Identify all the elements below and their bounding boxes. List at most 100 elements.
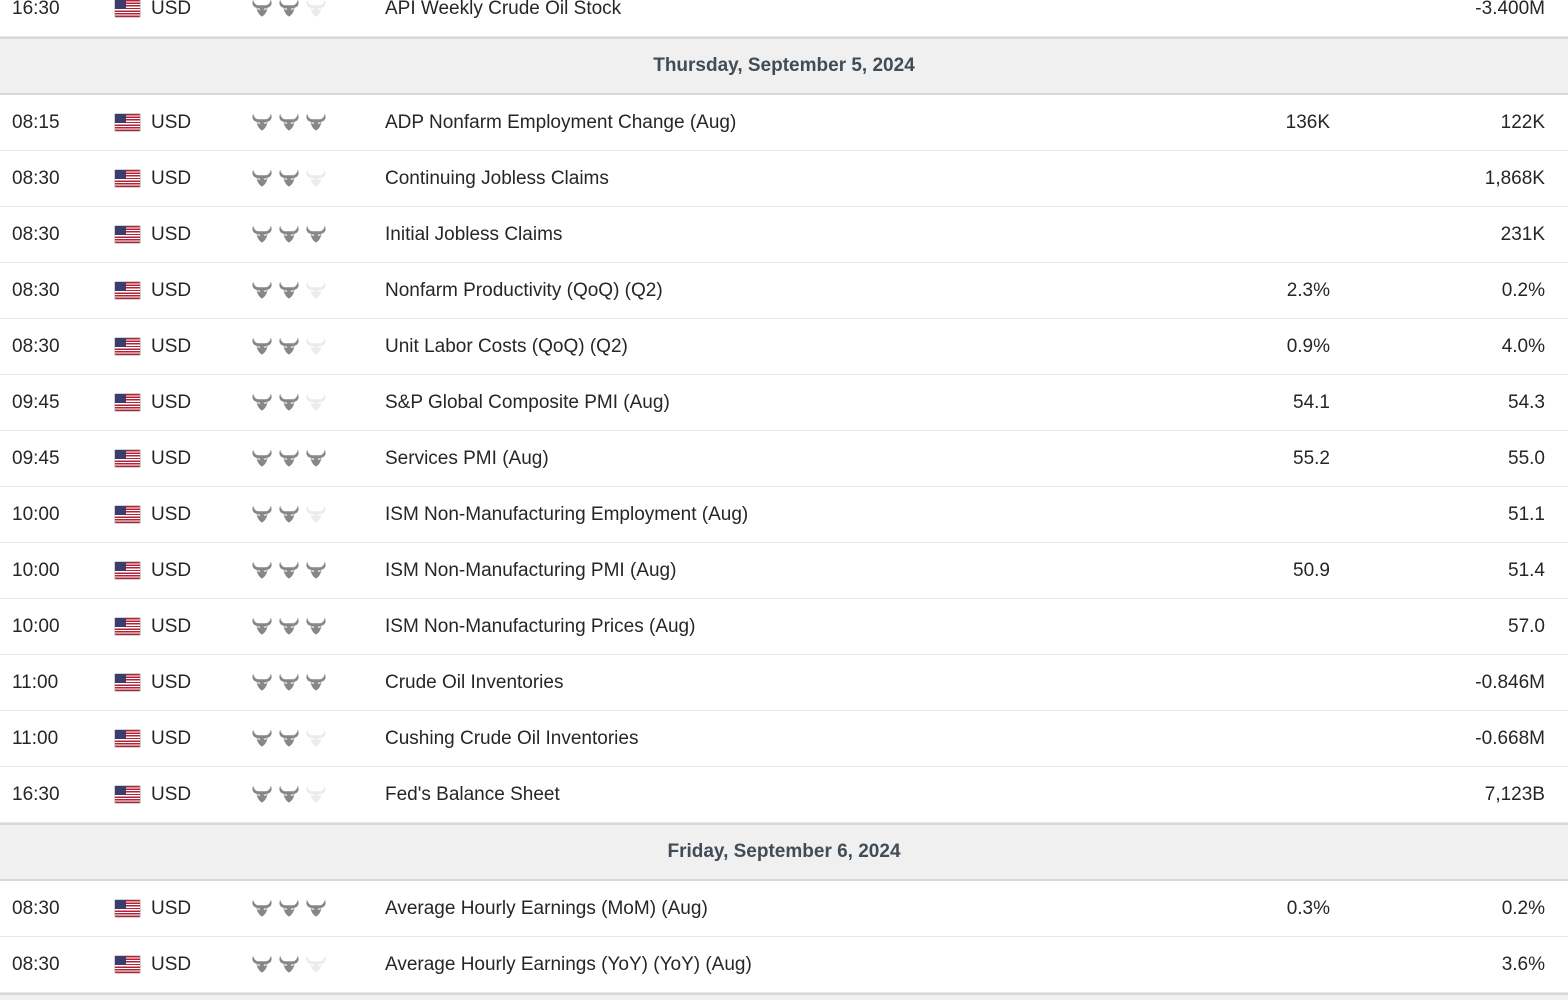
event-name[interactable]: Services PMI (Aug) [385,447,549,469]
event-time: 11:00 [12,671,59,693]
flag-canton [115,0,126,10]
bull-icon [252,561,272,579]
bull-icon [252,337,272,355]
table-row[interactable]: 11:00 USD Crude Oil Inventories -0.846M [0,655,1568,711]
importance-rating [250,617,385,637]
previous-value: 7,123B [1484,783,1545,805]
event-name[interactable]: Continuing Jobless Claims [385,167,609,189]
event-name[interactable]: API Weekly Crude Oil Stock [385,0,622,19]
bull-icon [252,505,272,523]
bull-icon [279,393,299,411]
event-name[interactable]: Cushing Crude Oil Inventories [385,727,639,749]
bull-icon [306,449,326,467]
currency-cell: USD [115,336,250,358]
event-time: 08:30 [12,335,60,357]
event-name[interactable]: ISM Non-Manufacturing PMI (Aug) [385,559,677,581]
previous-value: 122K [1500,111,1545,133]
table-row[interactable]: 10:00 USD ISM Non-Manufacturing Employme… [0,487,1568,543]
us-flag-icon [115,786,140,803]
table-row[interactable]: 09:45 USD Services PMI (Aug) 55.2 55.0 [0,431,1568,487]
table-row[interactable]: 08:30 USD Average Hourly Earnings (YoY) … [0,937,1568,993]
importance-rating [250,0,385,19]
currency-label: USD [151,0,192,19]
bull-icon [279,281,299,299]
previous-value: 1,868K [1484,167,1545,189]
event-time: 08:30 [12,167,60,189]
table-row[interactable]: 10:00 USD ISM Non-Manufacturing PMI (Aug… [0,543,1568,599]
bull-icon [306,337,326,355]
event-name[interactable]: ISM Non-Manufacturing Prices (Aug) [385,615,696,637]
table-row[interactable]: 09:45 USD S&P Global Composite PMI (Aug)… [0,375,1568,431]
us-flag-icon [115,618,140,635]
bull-icon [252,673,272,691]
importance-rating [250,393,385,413]
event-name[interactable]: Nonfarm Productivity (QoQ) (Q2) [385,279,663,301]
event-time: 08:15 [12,111,60,133]
event-name[interactable]: Average Hourly Earnings (MoM) (Aug) [385,897,708,919]
forecast-value: 0.9% [1286,335,1330,357]
date-separator: Friday, September 6, 2024 [0,823,1568,881]
table-row[interactable]: 16:30 USD API Weekly Crude Oil Stock -3.… [0,0,1568,37]
bull-icon [306,729,326,747]
flag-canton [115,562,126,572]
event-name[interactable]: ISM Non-Manufacturing Employment (Aug) [385,503,749,525]
flag-canton [115,506,126,516]
flag-canton [115,450,126,460]
event-time: 16:30 [12,783,60,805]
previous-value: 0.2% [1501,897,1545,919]
bull-icon [252,729,272,747]
event-name[interactable]: Initial Jobless Claims [385,223,563,245]
currency-label: USD [151,223,192,245]
table-row[interactable]: 10:00 USD ISM Non-Manufacturing Prices (… [0,599,1568,655]
forecast-value: 54.1 [1293,391,1330,413]
table-row[interactable]: 08:30 USD Initial Jobless Claims 231K [0,207,1568,263]
event-name[interactable]: Unit Labor Costs (QoQ) (Q2) [385,335,628,357]
bull-icon [252,169,272,187]
event-name[interactable]: Average Hourly Earnings (YoY) (YoY) (Aug… [385,953,752,975]
flag-canton [115,786,126,796]
previous-value: -3.400M [1475,0,1545,19]
event-name[interactable]: Crude Oil Inventories [385,671,564,693]
bull-icon [306,393,326,411]
table-row[interactable]: 08:30 USD Average Hourly Earnings (MoM) … [0,881,1568,937]
us-flag-icon [115,226,140,243]
bull-icon [306,169,326,187]
bull-icon [252,281,272,299]
table-row[interactable]: 08:30 USD Nonfarm Productivity (QoQ) (Q2… [0,263,1568,319]
currency-cell: USD [115,504,250,526]
flag-canton [115,394,126,404]
forecast-value: 136K [1285,111,1330,133]
us-flag-icon [115,170,140,187]
currency-label: USD [151,391,192,413]
currency-cell: USD [115,280,250,302]
table-row[interactable]: 11:00 USD Cushing Crude Oil Inventories … [0,711,1568,767]
currency-cell: USD [115,784,250,806]
date-separator: Thursday, September 5, 2024 [0,37,1568,95]
bull-icon [252,225,272,243]
bull-icon [279,0,299,17]
table-row[interactable]: 08:30 USD Continuing Jobless Claims 1,86… [0,151,1568,207]
table-row[interactable]: 08:15 USD ADP Nonfarm Employment Change … [0,95,1568,151]
bull-icon [252,393,272,411]
table-row[interactable]: 08:30 USD Unit Labor Costs (QoQ) (Q2) 0.… [0,319,1568,375]
currency-label: USD [151,279,192,301]
flag-canton [115,900,126,910]
previous-value: 55.0 [1508,447,1545,469]
importance-rating [250,113,385,133]
currency-label: USD [151,671,192,693]
event-name[interactable]: Fed's Balance Sheet [385,783,560,805]
currency-cell: USD [115,728,250,750]
importance-rating [250,673,385,693]
event-name[interactable]: S&P Global Composite PMI (Aug) [385,391,670,413]
flag-canton [115,730,126,740]
event-time: 08:30 [12,223,60,245]
previous-value: 54.3 [1508,391,1545,413]
us-flag-icon [115,0,140,17]
bull-icon [306,561,326,579]
previous-value: 4.0% [1501,335,1545,357]
bull-icon [252,617,272,635]
event-name[interactable]: ADP Nonfarm Employment Change (Aug) [385,111,737,133]
bull-icon [306,225,326,243]
table-row[interactable]: 16:30 USD Fed's Balance Sheet 7,123B [0,767,1568,823]
bull-icon [252,0,272,17]
